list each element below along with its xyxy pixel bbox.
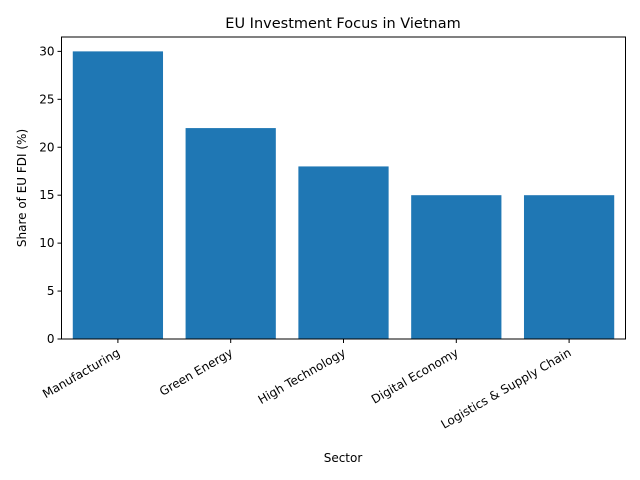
bars-group bbox=[72, 51, 615, 339]
x-tick-label-1: Green Energy bbox=[157, 345, 235, 398]
bar-1 bbox=[185, 128, 276, 339]
chart-title: EU Investment Focus in Vietnam bbox=[225, 16, 460, 32]
bar-4 bbox=[523, 195, 615, 339]
bar-0 bbox=[72, 51, 164, 339]
y-axis-ticks: 0 5 10 15 20 25 30 bbox=[39, 44, 62, 346]
x-tick-label-2: High Technology bbox=[256, 345, 348, 406]
x-axis-label: Sector bbox=[324, 451, 363, 465]
bar-2 bbox=[298, 166, 389, 339]
y-tick-label-6: 30 bbox=[39, 44, 54, 58]
x-axis-ticks: Manufacturing Green Energy High Technology… bbox=[40, 339, 574, 432]
y-tick-label-5: 25 bbox=[39, 92, 54, 106]
y-tick-label-0: 0 bbox=[47, 332, 55, 346]
y-axis-label: Share of EU FDI (%) bbox=[15, 129, 29, 247]
bar-3 bbox=[411, 195, 502, 339]
y-tick-label-2: 10 bbox=[39, 236, 54, 250]
x-tick-label-3: Digital Economy bbox=[369, 345, 461, 406]
x-tick-label-0: Manufacturing bbox=[40, 345, 122, 401]
y-tick-label-4: 20 bbox=[39, 140, 54, 154]
y-tick-label-3: 15 bbox=[39, 188, 54, 202]
y-tick-label-1: 5 bbox=[47, 284, 55, 298]
